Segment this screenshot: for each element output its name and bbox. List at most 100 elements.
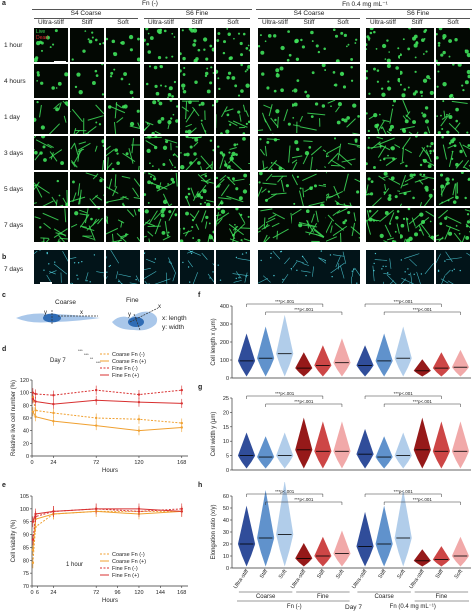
violin <box>394 432 412 469</box>
panel-label-g: g <box>198 384 203 391</box>
schematic-coarse-x: x <box>80 310 83 316</box>
tile-cells <box>436 100 469 134</box>
tile-cells <box>258 172 289 202</box>
microscopy-tile <box>436 100 470 134</box>
microscopy-tile <box>106 208 140 242</box>
schematic-fine-x: x <box>158 304 161 310</box>
microscopy-tile <box>366 64 400 98</box>
tile-cells <box>36 71 68 90</box>
x-category-label: Stiff <box>259 568 270 580</box>
row-label: 3 days <box>4 150 24 157</box>
microscopy-tile-cyan <box>436 250 470 284</box>
y-tick-label: 100 <box>20 391 29 397</box>
y-tick-label: 60 <box>23 416 29 422</box>
header-s4-line <box>34 18 138 19</box>
schematic-coarse-label: Coarse <box>55 299 76 306</box>
tile-cells <box>144 208 178 242</box>
significance-label: ***p<.001 <box>413 399 433 404</box>
x-tick-label: 168 <box>177 460 186 466</box>
microscopy-tile <box>180 136 214 170</box>
tile-cells <box>292 250 326 284</box>
tile-cells <box>180 28 214 62</box>
significance-label: ***p<.001 <box>394 299 414 304</box>
violin <box>375 436 393 469</box>
violin <box>451 349 470 377</box>
violin <box>295 417 313 469</box>
x-tick-label: 72 <box>93 460 99 466</box>
significance-bracket <box>364 395 442 399</box>
data-point <box>31 410 35 413</box>
y-tick-label: 75 <box>23 571 29 577</box>
tile-cells <box>261 66 284 93</box>
column-header: Ultra-stiff <box>148 19 174 26</box>
violin <box>257 490 275 567</box>
tile-cells <box>366 28 400 62</box>
tile-cells <box>106 34 140 62</box>
column-header: Ultra-stiff <box>38 19 64 26</box>
data-point <box>94 424 98 427</box>
day-label: Day 7 <box>50 358 66 364</box>
tile-cells <box>217 252 250 284</box>
microscopy-tile <box>292 172 326 206</box>
tile-cells <box>259 138 291 170</box>
y-axis-label: Relative live cell number (%) <box>11 380 17 456</box>
microscopy-tile <box>258 172 292 206</box>
y-tick-label: 10 <box>223 554 229 560</box>
scale-bar <box>54 61 66 63</box>
y-tick-label: 0 <box>226 566 229 572</box>
tile-cells <box>144 172 178 206</box>
microscopy-tile <box>180 64 214 98</box>
tile-cells <box>180 100 214 134</box>
data-point <box>137 418 141 421</box>
data-point <box>31 538 35 541</box>
tile-cells <box>292 140 326 170</box>
data-point <box>31 548 35 552</box>
header-s4-coarse-b: S4 Coarse <box>293 10 325 17</box>
microscopy-tile <box>106 172 140 206</box>
tile-cells <box>216 64 250 97</box>
tile-cells <box>292 173 326 206</box>
column-header: Stiff <box>81 19 93 26</box>
significance-label: ***p<.001 <box>413 497 433 502</box>
tile-cells <box>326 137 360 169</box>
header-s6b-line <box>366 18 470 19</box>
microscopy-tile <box>326 136 360 170</box>
tile-cells <box>436 64 470 98</box>
panel-label-e: e <box>2 482 6 489</box>
microscopy-tile <box>400 136 434 170</box>
y-tick-label: 40 <box>23 429 29 435</box>
violin <box>432 546 450 567</box>
panel-label-h: h <box>198 482 203 489</box>
panel-label-b: b <box>2 254 7 261</box>
microscopy-tile <box>34 100 68 134</box>
x-category-label: Stiff <box>316 568 327 580</box>
tile-cells <box>436 136 470 170</box>
microscopy-tile <box>326 28 360 62</box>
x-category-label: Soft <box>454 568 465 580</box>
x-category-label: Ultra-stiff <box>233 568 251 590</box>
violin <box>237 505 256 567</box>
microscopy-tile <box>216 136 250 170</box>
microscopy-tile <box>144 172 178 206</box>
microscopy-tile <box>70 100 104 134</box>
series-line <box>32 510 182 551</box>
x-category-label: Stiff <box>435 568 446 580</box>
microscopy-tile <box>258 208 292 242</box>
microscopy-tile-cyan <box>34 250 68 284</box>
column-header: Stiff <box>191 19 203 26</box>
microscopy-tile <box>144 208 178 242</box>
group-label: Coarse <box>374 594 394 600</box>
microscopy-tile <box>292 28 326 62</box>
chart-g: 0 5 10 15 20 25 Cell width y (μm) ***p<.001 ***p… <box>211 391 471 474</box>
microscopy-tile <box>436 136 470 170</box>
column-header: Ultra-stiff <box>262 19 288 26</box>
tile-cells <box>436 209 470 242</box>
tile-cells <box>366 136 400 169</box>
data-point <box>94 399 98 402</box>
microscopy-tile <box>70 136 104 170</box>
microscopy-tile <box>70 28 104 62</box>
chart-e: 70 75 80 85 90 95 100 105 0 6 24 72 96 120 144 168 Hours… <box>11 494 188 604</box>
violin <box>451 536 470 567</box>
microscopy-tile <box>70 64 104 98</box>
microscopy-tile-cyan <box>216 250 250 284</box>
